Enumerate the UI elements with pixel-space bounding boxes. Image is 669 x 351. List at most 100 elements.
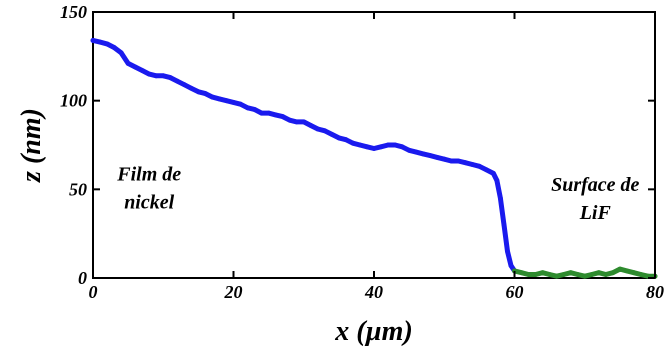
x-tick-label: 60 <box>506 282 524 302</box>
data-point <box>631 270 637 276</box>
data-point <box>329 132 335 137</box>
data-point <box>561 272 567 277</box>
y-axis-title: z (nm) <box>16 108 47 183</box>
y-tick-label: 0 <box>78 268 87 288</box>
data-point <box>448 158 454 164</box>
annotations-layer: Film de nickel Surface de LiF <box>116 163 639 224</box>
data-point <box>371 146 377 151</box>
data-point <box>259 110 264 116</box>
data-point <box>484 167 489 173</box>
data-point <box>350 140 356 146</box>
data-point <box>589 272 595 277</box>
data-point <box>238 101 243 107</box>
x-axis-title: x (µm) <box>334 316 413 347</box>
data-point <box>582 273 588 279</box>
data-point <box>498 195 503 201</box>
annotation-text: nickel <box>124 191 174 213</box>
data-point <box>287 117 293 123</box>
data-point <box>470 162 475 167</box>
data-point <box>568 270 574 276</box>
data-point <box>540 270 545 276</box>
data-point <box>203 91 208 96</box>
data-point <box>420 151 426 157</box>
data-point <box>505 249 510 254</box>
data-point <box>273 112 278 118</box>
data-point <box>603 272 609 277</box>
data-point <box>132 64 138 70</box>
data-point <box>364 144 370 150</box>
data-point <box>252 107 257 112</box>
data-point <box>512 268 517 274</box>
data-point <box>174 78 180 84</box>
data-point <box>301 119 307 125</box>
data-point <box>343 137 349 143</box>
data-point <box>575 272 581 277</box>
ticks-layer: 0 20 40 60 80 0 50 100 150 <box>60 2 664 302</box>
y-tick-label: 150 <box>60 2 87 22</box>
data-point <box>378 144 384 150</box>
data-point <box>392 142 398 148</box>
data-point <box>181 82 187 88</box>
data-point <box>357 142 363 148</box>
data-point <box>111 45 117 50</box>
data-point <box>385 142 391 148</box>
data-point <box>547 272 552 277</box>
data-point <box>97 39 103 45</box>
data-point <box>266 110 271 116</box>
data-point <box>638 272 644 277</box>
data-point <box>217 96 222 102</box>
data-point <box>322 128 328 134</box>
data-point <box>399 144 405 150</box>
data-point <box>231 100 236 105</box>
data-point <box>441 156 447 162</box>
data-point <box>413 149 419 155</box>
data-point <box>315 126 321 132</box>
data-point <box>336 135 342 141</box>
x-tick-label: 0 <box>89 282 98 302</box>
data-point <box>245 105 251 111</box>
data-point <box>406 147 412 153</box>
data-point <box>280 114 286 119</box>
plot-frame <box>92 11 656 279</box>
x-tick-label: 40 <box>364 282 383 302</box>
data-point <box>188 85 194 91</box>
data-point <box>624 268 630 274</box>
annotation-text: Surface de <box>551 174 639 196</box>
data-point <box>526 272 531 277</box>
data-point <box>167 75 173 80</box>
data-point <box>519 270 524 276</box>
data-point <box>160 73 166 79</box>
data-point <box>427 153 433 159</box>
x-tick-label: 80 <box>646 282 664 302</box>
data-point <box>617 266 623 272</box>
data-point <box>455 158 461 164</box>
data-point <box>554 273 559 279</box>
y-tick-label: 50 <box>69 179 87 199</box>
data-point <box>90 38 96 43</box>
data-point <box>294 119 300 125</box>
data-point <box>224 98 229 104</box>
data-point <box>139 68 145 73</box>
x-tick-label: 20 <box>224 282 243 302</box>
series-line-0 <box>90 37 517 274</box>
data-point <box>196 89 201 95</box>
data-point <box>596 270 602 276</box>
data-point <box>153 73 159 79</box>
data-point <box>118 50 124 56</box>
data-point <box>125 61 131 66</box>
data-point <box>104 41 110 47</box>
data-point <box>533 272 538 277</box>
annotation-text: Film de <box>116 163 181 185</box>
data-point <box>462 160 468 166</box>
data-point <box>477 163 482 169</box>
series-layer <box>90 37 658 279</box>
data-point <box>508 263 514 268</box>
data-point <box>494 178 500 183</box>
y-tick-label: 100 <box>60 91 87 111</box>
data-point <box>308 123 314 128</box>
data-point <box>610 270 616 276</box>
data-point <box>434 155 440 160</box>
data-point <box>210 94 215 100</box>
data-point <box>491 171 496 176</box>
